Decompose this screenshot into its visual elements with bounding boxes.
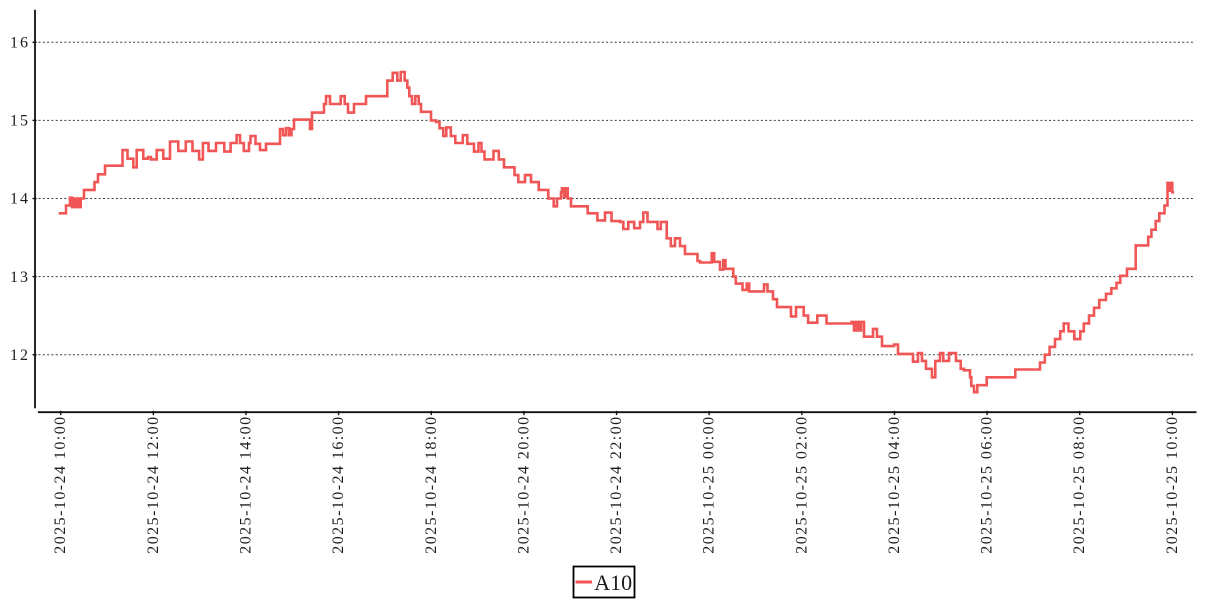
svg-text:12: 12 — [10, 347, 30, 364]
svg-text:15: 15 — [10, 113, 30, 130]
svg-text:2025-10-24 14:00: 2025-10-24 14:00 — [237, 415, 254, 553]
svg-text:2025-10-25 08:00: 2025-10-25 08:00 — [1071, 415, 1088, 553]
svg-text:2025-10-24 12:00: 2025-10-24 12:00 — [145, 415, 162, 553]
svg-text:2025-10-25 10:00: 2025-10-25 10:00 — [1164, 415, 1181, 553]
svg-text:2025-10-25 04:00: 2025-10-25 04:00 — [886, 415, 903, 553]
svg-text:2025-10-24 18:00: 2025-10-24 18:00 — [423, 415, 440, 553]
svg-text:2025-10-24 16:00: 2025-10-24 16:00 — [330, 415, 347, 553]
svg-text:2025-10-24 10:00: 2025-10-24 10:00 — [52, 415, 69, 553]
svg-text:2025-10-25 00:00: 2025-10-25 00:00 — [701, 415, 718, 553]
svg-text:2025-10-25 02:00: 2025-10-25 02:00 — [793, 415, 810, 553]
svg-text:13: 13 — [10, 269, 30, 286]
svg-text:2025-10-24 22:00: 2025-10-24 22:00 — [608, 415, 625, 553]
svg-text:2025-10-25 06:00: 2025-10-25 06:00 — [979, 415, 996, 553]
svg-text:16: 16 — [10, 35, 30, 52]
svg-text:2025-10-24 20:00: 2025-10-24 20:00 — [515, 415, 532, 553]
svg-text:A10: A10 — [594, 570, 632, 595]
svg-text:14: 14 — [10, 191, 30, 208]
